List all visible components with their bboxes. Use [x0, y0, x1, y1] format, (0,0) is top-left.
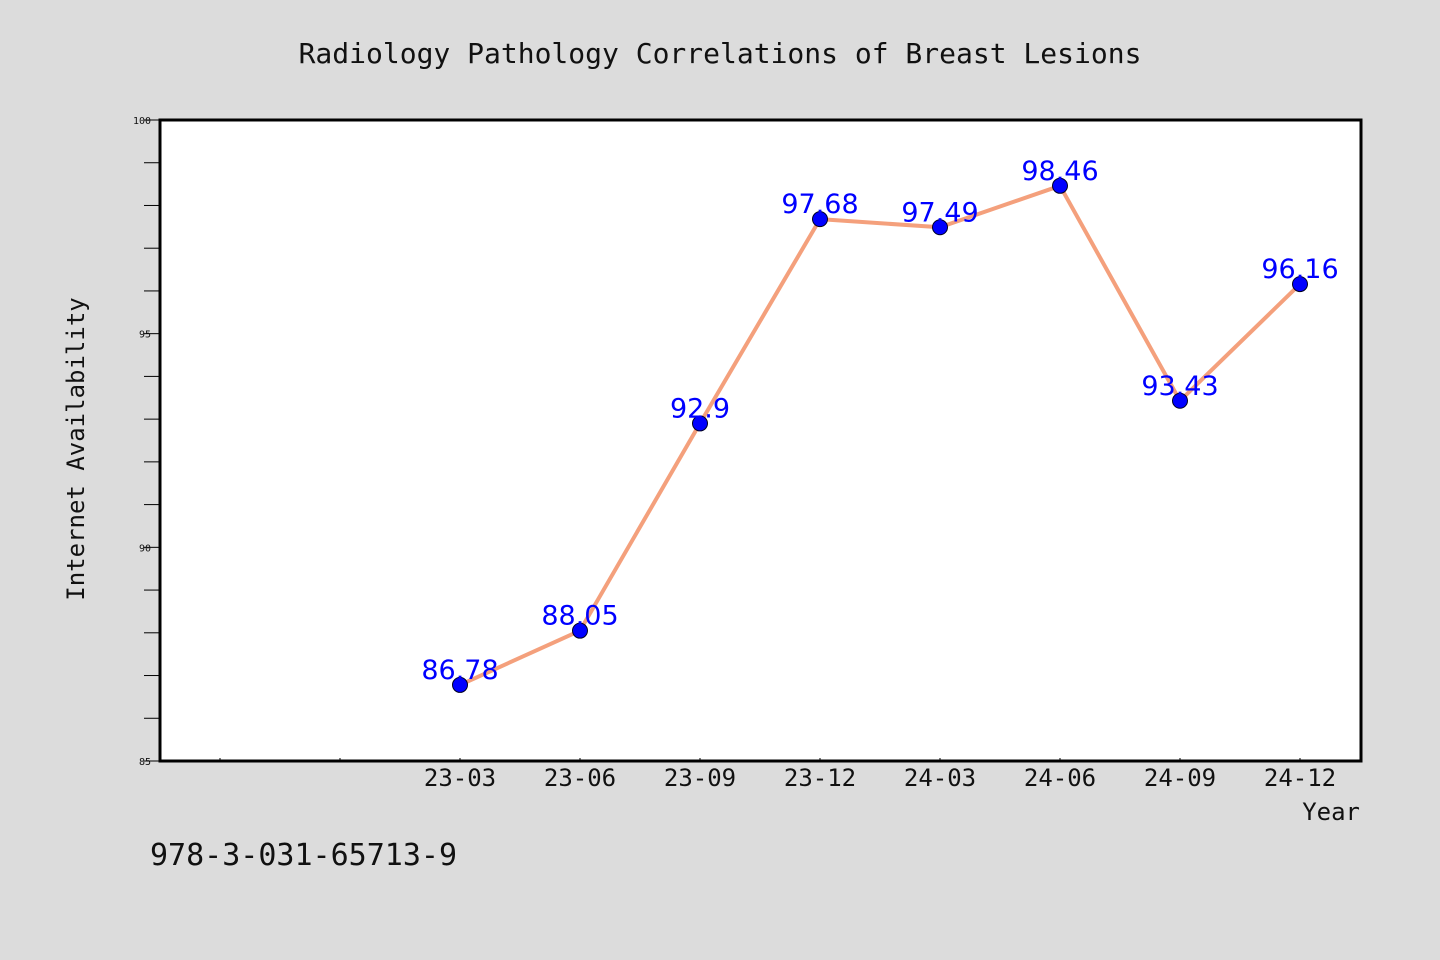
data-point [812, 211, 828, 228]
data-label: 88.05 [541, 601, 618, 632]
y-tick-label: 100 [133, 116, 151, 127]
x-tick-label: 24-09 [1144, 764, 1216, 792]
x-tick-label: 23-03 [424, 764, 496, 792]
x-tick-label: 24-03 [904, 764, 976, 792]
x-tick-label: 24-12 [1264, 764, 1336, 792]
series-line [459, 183, 1302, 687]
data-point [1172, 392, 1188, 409]
data-label: 97.49 [901, 197, 978, 228]
data-label: 97.68 [781, 189, 858, 220]
data-point [572, 622, 588, 639]
data-point [1292, 276, 1308, 293]
x-axis-label: Year [1302, 798, 1360, 826]
data-point [1052, 177, 1068, 194]
data-label: 92.9 [670, 393, 730, 424]
x-tick-label: 23-06 [544, 764, 616, 792]
plot-area [158, 118, 1363, 763]
x-tick-label: 23-12 [784, 764, 856, 792]
data-label: 86.78 [421, 655, 498, 686]
data-label: 98.46 [1021, 156, 1098, 187]
data-point [692, 415, 708, 432]
y-tick-label: 90 [139, 543, 151, 554]
x-tick-label: 23-09 [664, 764, 736, 792]
y-axis-label: Internet Availability [62, 297, 90, 600]
y-tick-label: 95 [139, 330, 151, 341]
data-point [452, 676, 468, 693]
data-point [932, 219, 948, 236]
data-label: 93.43 [1141, 371, 1218, 402]
y-tick-label: 85 [139, 757, 151, 768]
footer-code: 978-3-031-65713-9 [150, 838, 457, 873]
x-tick-label: 24-06 [1024, 764, 1096, 792]
chart-title: Radiology Pathology Correlations of Brea… [299, 37, 1142, 70]
data-label: 96.16 [1261, 254, 1338, 285]
